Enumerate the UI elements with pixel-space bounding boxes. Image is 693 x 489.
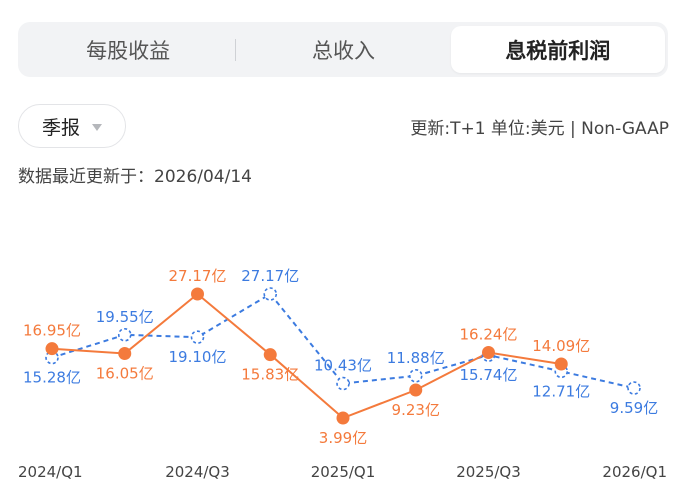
tab-divider [235, 38, 237, 61]
estimate-point-6 [408, 368, 423, 383]
actual-point-8 [554, 357, 568, 371]
tab-eps[interactable]: 每股收益 [21, 26, 235, 73]
estimate-label-3: 19.10亿 [169, 348, 227, 366]
actual-label-3: 27.17亿 [169, 267, 227, 285]
unit-info: 更新:T+1 单位:美元 | Non-GAAP [410, 119, 669, 139]
tab-revenue[interactable]: 总收入 [236, 26, 450, 73]
x-tick-label-4: 2025/Q3 [456, 463, 521, 481]
x-tick-label-5: 2026/Q1 [602, 463, 667, 481]
caret-down-icon [92, 123, 102, 131]
actual-label-7: 16.24亿 [460, 325, 518, 343]
actual-point-6 [409, 383, 423, 397]
metric-tabs: 每股收益 总收入 息税前利润 [18, 22, 668, 77]
estimate-label-2: 19.55亿 [96, 308, 154, 326]
actual-point-1 [45, 342, 59, 356]
estimate-point-5 [336, 376, 350, 391]
estimate-label-6: 11.88亿 [387, 349, 445, 367]
actual-label-4: 15.83亿 [241, 366, 299, 384]
estimate-label-5: 10.43亿 [314, 357, 372, 375]
actual-label-8: 14.09亿 [532, 337, 590, 355]
actual-point-4 [263, 348, 277, 362]
estimate-label-7: 15.74亿 [460, 366, 518, 384]
estimate-series-line [51, 292, 635, 389]
actual-point-7 [482, 345, 495, 359]
estimate-point-9 [627, 381, 641, 395]
tab-ebit-label: 息税前利润 [505, 38, 611, 63]
estimate-point-4 [263, 287, 278, 301]
update-date: 数据最近更新于：2026/04/14 [18, 167, 252, 187]
x-tick-label-3: 2025/Q1 [311, 463, 376, 481]
estimate-label-8: 12.71亿 [532, 382, 590, 400]
actual-point-5 [336, 411, 350, 425]
actual-point-3 [191, 287, 204, 301]
x-tick-label-2: 2024/Q3 [165, 463, 230, 481]
actual-label-2: 16.05亿 [96, 364, 154, 382]
period-dropdown[interactable]: 季报 [18, 104, 126, 148]
x-tick-label-1: 2024/Q1 [18, 463, 83, 481]
estimate-point-3 [190, 330, 205, 344]
period-label: 季报 [41, 116, 80, 139]
estimate-label-1: 15.28亿 [23, 369, 81, 387]
actual-label-1: 16.95亿 [23, 322, 81, 340]
actual-label-6: 9.23亿 [392, 401, 440, 419]
tab-ebit[interactable]: 息税前利润 [450, 26, 665, 73]
tab-eps-label: 每股收益 [86, 38, 171, 63]
tab-revenue-label: 总收入 [311, 38, 375, 63]
actual-label-5: 3.99亿 [319, 429, 367, 447]
estimate-label-9: 9.59亿 [610, 399, 658, 417]
actual-series-line [51, 292, 562, 420]
estimate-label-4: 27.17亿 [241, 267, 299, 285]
estimate-point-2 [117, 327, 132, 342]
actual-point-2 [118, 346, 132, 360]
